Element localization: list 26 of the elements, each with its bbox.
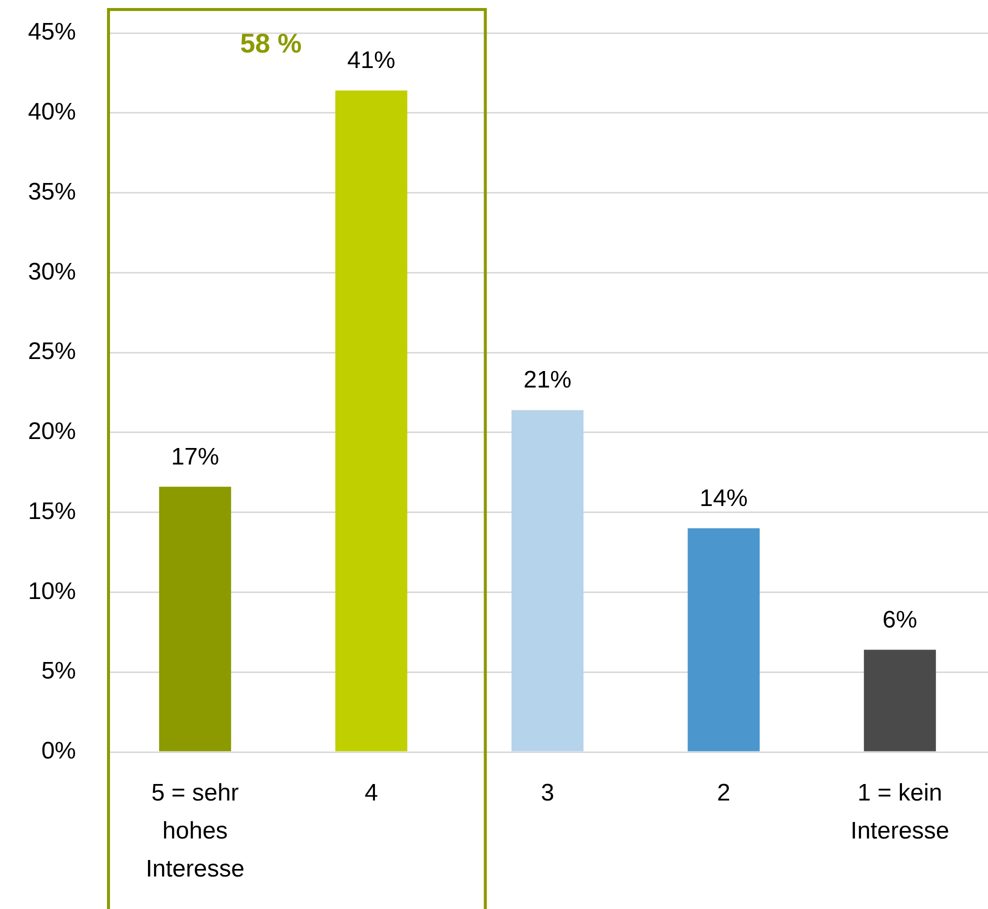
y-tick-label: 0% xyxy=(41,738,76,765)
data-label: 14% xyxy=(700,484,748,512)
y-tick-label: 10% xyxy=(28,578,76,605)
bar xyxy=(688,528,760,752)
y-tick-label: 35% xyxy=(28,178,76,206)
y-tick-label: 40% xyxy=(28,98,76,126)
annotation: 58 % xyxy=(240,28,302,58)
bar xyxy=(335,90,408,752)
data-label: 6% xyxy=(882,606,918,634)
bar xyxy=(159,486,232,752)
y-tick-label: 5% xyxy=(41,658,76,685)
data-label: 21% xyxy=(523,366,572,394)
y-tick-label: 45% xyxy=(28,18,76,46)
y-tick-label: 20% xyxy=(28,418,76,446)
x-tick-label: 4 xyxy=(364,780,378,807)
x-tick-label: 5 = sehr hohes Interesse xyxy=(146,780,244,883)
x-tick-label: 1 = kein Interesse xyxy=(850,780,950,845)
data-label: 17% xyxy=(171,443,220,470)
x-tick-label: 2 xyxy=(717,780,730,807)
x-tick-label: 3 xyxy=(540,780,554,807)
bar xyxy=(864,650,936,752)
data-label: 41% xyxy=(347,47,396,74)
y-tick-label: 25% xyxy=(28,338,76,366)
y-tick-label: 15% xyxy=(28,498,76,525)
y-tick-label: 30% xyxy=(28,258,76,286)
bar xyxy=(512,410,584,752)
